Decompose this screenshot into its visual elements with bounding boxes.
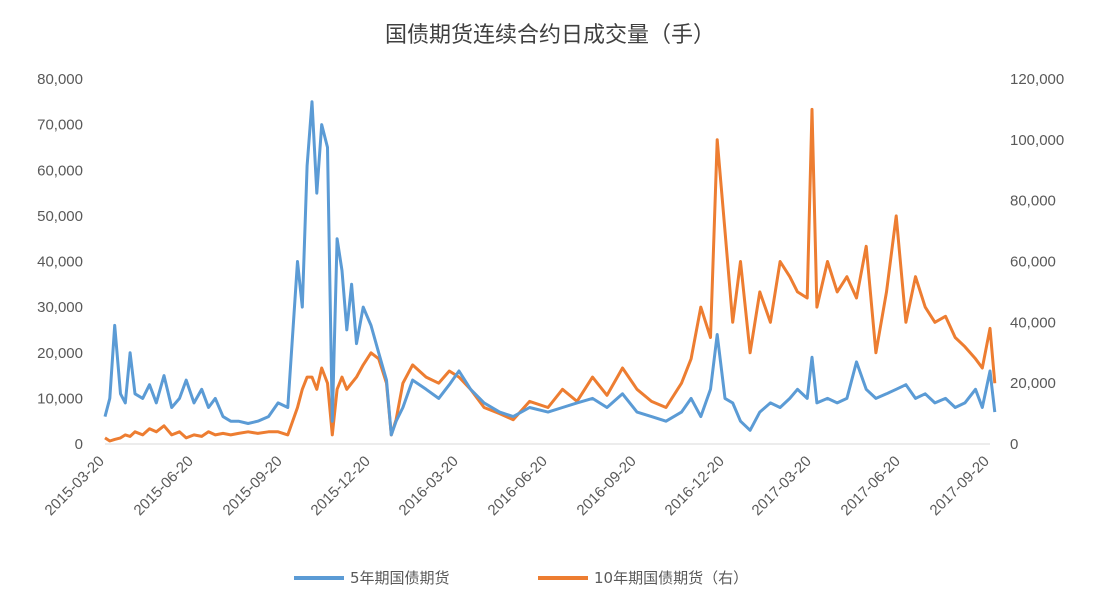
y-axis-left: 0 10,000 20,000 30,000 40,000 50,000 60,000 70,… bbox=[37, 71, 83, 453]
y-left-tick-label: 10,000 bbox=[37, 390, 83, 407]
x-tick-label: 2015-06-20 bbox=[131, 453, 197, 519]
y-right-tick-label: 120,000 bbox=[1010, 71, 1064, 88]
y-axis-right: 0 20,000 40,000 60,000 80,000 100,000 120,000 bbox=[1010, 71, 1064, 453]
y-left-tick-label: 40,000 bbox=[37, 254, 83, 271]
series-line-5y bbox=[103, 100, 997, 437]
y-right-tick-label: 0 bbox=[1010, 436, 1018, 453]
y-right-tick-label: 100,000 bbox=[1010, 132, 1064, 149]
y-left-tick-label: 30,000 bbox=[37, 299, 83, 316]
y-left-tick-label: 70,000 bbox=[37, 117, 83, 134]
y-left-tick-label: 20,000 bbox=[37, 345, 83, 362]
y-left-tick-label: 50,000 bbox=[37, 208, 83, 225]
x-tick-label: 2015-09-20 bbox=[220, 453, 286, 519]
legend-label-5y: 5年期国债期货 bbox=[350, 569, 450, 587]
y-left-tick-label: 60,000 bbox=[37, 162, 83, 179]
x-tick-label: 2017-03-20 bbox=[749, 453, 815, 519]
series-line-10y bbox=[104, 107, 997, 443]
y-right-tick-label: 40,000 bbox=[1010, 314, 1056, 331]
y-right-tick-label: 60,000 bbox=[1010, 254, 1056, 271]
x-tick-label: 2016-12-20 bbox=[662, 453, 728, 519]
x-tick-label: 2015-12-20 bbox=[308, 453, 374, 519]
y-left-tick-label: 0 bbox=[75, 436, 83, 453]
x-tick-label: 2016-06-20 bbox=[485, 453, 551, 519]
legend: 5年期国债期货 10年期国债期货（右） bbox=[294, 569, 748, 587]
x-tick-label: 2017-06-20 bbox=[838, 453, 904, 519]
x-tick-label: 2016-09-20 bbox=[574, 453, 640, 519]
x-tick-label: 2017-09-20 bbox=[927, 453, 993, 519]
y-right-tick-label: 20,000 bbox=[1010, 375, 1056, 392]
y-left-tick-label: 80,000 bbox=[37, 71, 83, 88]
x-tick-label: 2016-03-20 bbox=[396, 453, 462, 519]
y-right-tick-label: 80,000 bbox=[1010, 193, 1056, 210]
chart-title: 国债期货连续合约日成交量（手） bbox=[385, 23, 715, 48]
legend-label-10y: 10年期国债期货（右） bbox=[594, 569, 748, 587]
x-tick-label: 2015-03-20 bbox=[42, 453, 108, 519]
plot-area bbox=[103, 100, 997, 443]
x-axis: 2015-03-20 2015-06-20 2015-09-20 2015-12-20… bbox=[42, 453, 993, 519]
